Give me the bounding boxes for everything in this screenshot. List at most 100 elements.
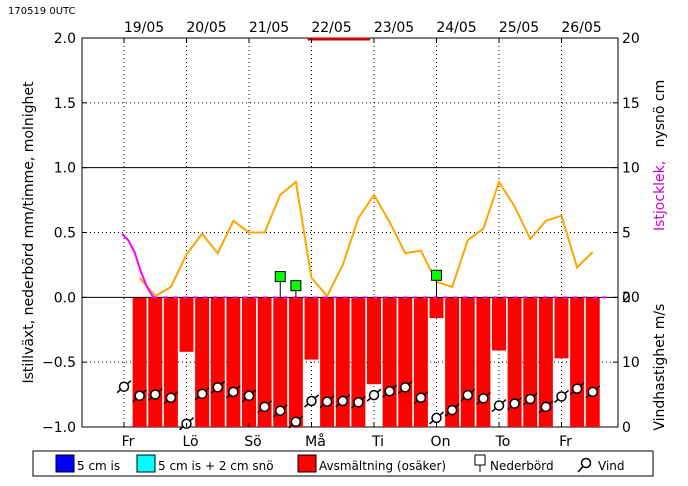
- date-label: 24/05: [436, 20, 476, 36]
- right-top-axis-label: Istjocklek, nysnö cm: [652, 80, 668, 231]
- legend-nederbord-symbol: [474, 454, 486, 466]
- melt-bar: [163, 297, 178, 427]
- right-top-tick-label: 10: [622, 161, 640, 177]
- wind-marker: [134, 390, 145, 402]
- melt-bar: [304, 297, 319, 360]
- day-label: Lö: [182, 434, 198, 450]
- melt-bar: [492, 297, 506, 351]
- wind-marker: [353, 397, 364, 408]
- date-label: 21/05: [249, 20, 289, 36]
- right-bottom-axis-label: Vindhastighet m/s: [652, 304, 668, 431]
- wind-marker: [587, 386, 598, 398]
- wind-marker: [415, 392, 427, 403]
- wind-marker: [118, 381, 130, 392]
- wind-marker: [400, 382, 411, 393]
- right-bottom-tick-label: 0: [622, 420, 631, 436]
- left-axis-label: Istillväxt, nederbörd mm/timme, molnighe…: [21, 81, 37, 384]
- chart-layers: −1.0 −0.5 0.0 0.5 1.0 1.5 2.0 Istillväxt, neder…: [21, 20, 668, 477]
- wind-marker: [196, 388, 208, 400]
- wind-marker: [228, 386, 239, 398]
- melt-bar: [523, 297, 538, 427]
- wind-marker: [321, 396, 333, 407]
- melt-bar: [288, 297, 303, 427]
- left-tick-label: 0.5: [54, 226, 76, 242]
- wind-marker: [571, 383, 583, 394]
- wind-marker: [540, 401, 552, 413]
- precipitation-marker: [431, 269, 442, 281]
- melt-bar: [538, 297, 553, 427]
- melt-bar: [382, 297, 397, 427]
- wind-marker: [290, 416, 302, 428]
- day-label: To: [495, 434, 511, 450]
- melt-bar: [195, 297, 210, 427]
- date-label: 26/05: [561, 20, 601, 36]
- melt-bar: [320, 297, 335, 427]
- wind-marker: [368, 389, 380, 401]
- wind-marker: [150, 389, 161, 400]
- left-tick-label: 1.5: [54, 96, 76, 112]
- left-tick-label: 0.0: [54, 290, 76, 306]
- melt-bar: [476, 297, 491, 427]
- melt-bar: [351, 297, 366, 427]
- wind-marker: [275, 405, 286, 416]
- wind-marker: [509, 398, 520, 409]
- melt-bar: [179, 297, 194, 352]
- wind-marker: [306, 395, 317, 407]
- legend-box: [32, 450, 654, 477]
- melt-bar: [413, 297, 428, 427]
- legend-swatch: [297, 454, 317, 473]
- date-label: 19/05: [124, 20, 164, 36]
- right-bottom-tick-label: 10: [622, 355, 640, 371]
- wind-marker: [337, 395, 348, 407]
- legend-label: 5 cm is: [77, 459, 120, 473]
- legend-label: Vind: [598, 459, 625, 473]
- date-label: 20/05: [186, 20, 226, 36]
- wind-marker: [212, 382, 223, 393]
- legend-label: Nederbörd: [490, 459, 554, 473]
- ice-thickness-line: [121, 233, 155, 298]
- melt-bar: [445, 297, 460, 427]
- melt-bar: [273, 297, 288, 427]
- day-label: Ti: [371, 434, 384, 450]
- right-bottom-tick-label: 20: [622, 290, 640, 306]
- temperature-line: [138, 179, 594, 298]
- legend-vind-symbol: [580, 457, 592, 469]
- date-label: 23/05: [374, 20, 414, 36]
- day-label: Sö: [244, 434, 261, 450]
- right-top-tick-label: 15: [622, 96, 640, 112]
- wind-marker: [556, 391, 567, 402]
- right-top-axis-label-part: Istjocklek,: [652, 161, 668, 231]
- left-tick-label: 1.0: [54, 161, 76, 177]
- melt-bar: [460, 297, 475, 427]
- wind-marker: [462, 389, 473, 401]
- left-tick-label: 2.0: [54, 31, 76, 47]
- melt-bar: [132, 297, 147, 427]
- melt-bar: [570, 297, 585, 427]
- day-label: Fr: [122, 434, 135, 450]
- wind-marker: [259, 401, 270, 413]
- melt-bar: [257, 297, 272, 427]
- legend-swatch: [55, 454, 75, 473]
- melt-bar: [398, 297, 413, 427]
- left-tick-label: −0.5: [42, 355, 76, 371]
- left-tick-label: −1.0: [42, 420, 76, 436]
- melt-bar: [242, 297, 256, 427]
- melt-bar: [585, 297, 600, 427]
- wind-marker: [525, 393, 536, 405]
- precipitation-marker: [274, 271, 286, 283]
- right-top-tick-label: 20: [622, 31, 640, 47]
- melt-bar: [226, 297, 241, 427]
- date-label: 25/05: [499, 20, 539, 36]
- header-code: 170519 0UTC: [8, 6, 76, 17]
- legend-swatch: [136, 454, 156, 473]
- date-label: 22/05: [311, 20, 351, 36]
- melt-bar: [210, 297, 225, 427]
- melt-bar: [429, 297, 444, 319]
- melt-bar: [148, 297, 163, 427]
- legend-label: 5 cm is + 2 cm snö: [158, 459, 274, 473]
- precipitation-marker: [290, 280, 302, 292]
- wind-marker: [165, 392, 177, 403]
- melt-bar: [367, 297, 381, 385]
- day-label: Fr: [559, 434, 572, 450]
